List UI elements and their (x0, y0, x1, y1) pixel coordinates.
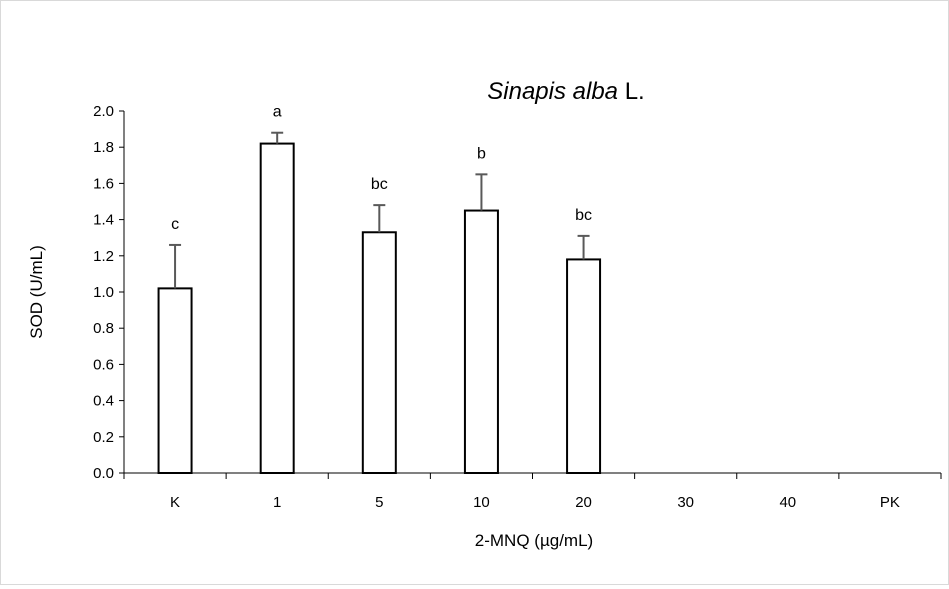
y-tick-label: 1.4 (93, 212, 114, 229)
x-tick-label: 5 (375, 494, 383, 511)
bar (566, 258, 602, 475)
y-axis-title: SOD (U/mL) (27, 245, 46, 339)
x-tick-label: 40 (779, 494, 796, 511)
y-tick-label: 0.6 (93, 356, 114, 373)
bar (259, 142, 295, 475)
x-tick-label: 30 (677, 494, 694, 511)
bar (361, 231, 397, 474)
x-axis-title: 2-MNQ (µg/mL) (475, 531, 593, 550)
significance-label: a (273, 104, 282, 121)
bar (157, 287, 193, 474)
y-tick-label: 1.2 (93, 248, 114, 265)
y-tick-label: 0.4 (93, 393, 114, 410)
y-tick-label: 2.0 (93, 103, 114, 120)
y-tick-label: 1.8 (93, 139, 114, 156)
y-tick-label: 1.0 (93, 284, 114, 301)
x-tick-label: K (170, 494, 180, 511)
chart-title: Sinapis alba L. (487, 78, 644, 105)
x-tick-label: 1 (273, 494, 281, 511)
significance-label: bc (371, 176, 388, 193)
x-tick-label: 10 (473, 494, 490, 511)
y-tick-label: 0.2 (93, 429, 114, 446)
significance-label: b (477, 145, 486, 162)
significance-label: bc (575, 207, 592, 224)
y-tick-label: 0.8 (93, 320, 114, 337)
y-tick-label: 0.0 (93, 465, 114, 482)
significance-label: c (171, 216, 179, 233)
y-tick-label: 1.6 (93, 175, 114, 192)
x-tick-label: PK (880, 494, 900, 511)
x-tick-label: 20 (575, 494, 592, 511)
bar (463, 209, 499, 475)
